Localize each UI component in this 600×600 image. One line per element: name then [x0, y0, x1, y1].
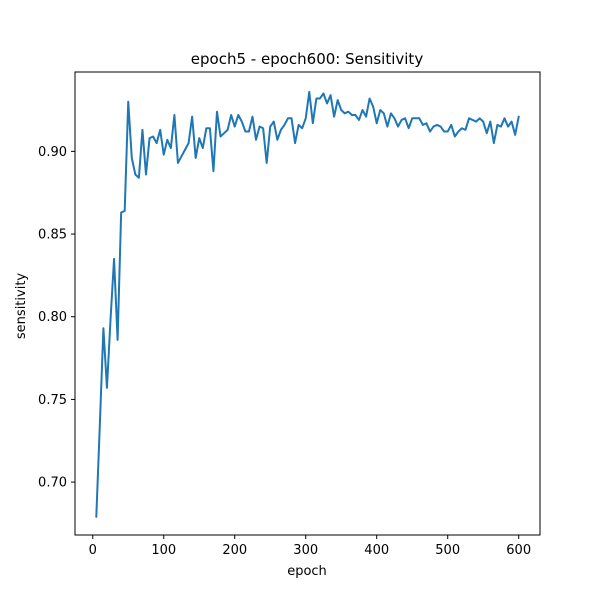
y-tick-label: 0.75	[38, 393, 67, 408]
x-tick-label: 600	[506, 543, 531, 558]
y-tick-label: 0.90	[38, 145, 67, 160]
x-tick-label: 200	[222, 543, 247, 558]
series-line-sensitivity	[95, 90, 520, 518]
plot-frame	[74, 71, 541, 536]
x-axis: 0 100 200 300 400 500 600	[89, 535, 531, 558]
y-axis-label: sensitivity	[14, 273, 29, 340]
x-tick-label: 400	[364, 543, 389, 558]
x-tick-label: 300	[293, 543, 318, 558]
x-axis-label: epoch	[287, 564, 327, 579]
x-tick-label: 500	[435, 543, 460, 558]
y-tick-label: 0.70	[38, 476, 67, 491]
x-tick-label: 100	[151, 543, 176, 558]
y-tick-label: 0.85	[38, 228, 67, 243]
chart-title: epoch5 - epoch600: Sensitivity	[191, 50, 424, 68]
x-tick-label: 0	[89, 543, 97, 558]
y-axis: 0.70 0.75 0.80 0.85 0.90	[38, 145, 75, 491]
y-tick-label: 0.80	[38, 310, 67, 325]
